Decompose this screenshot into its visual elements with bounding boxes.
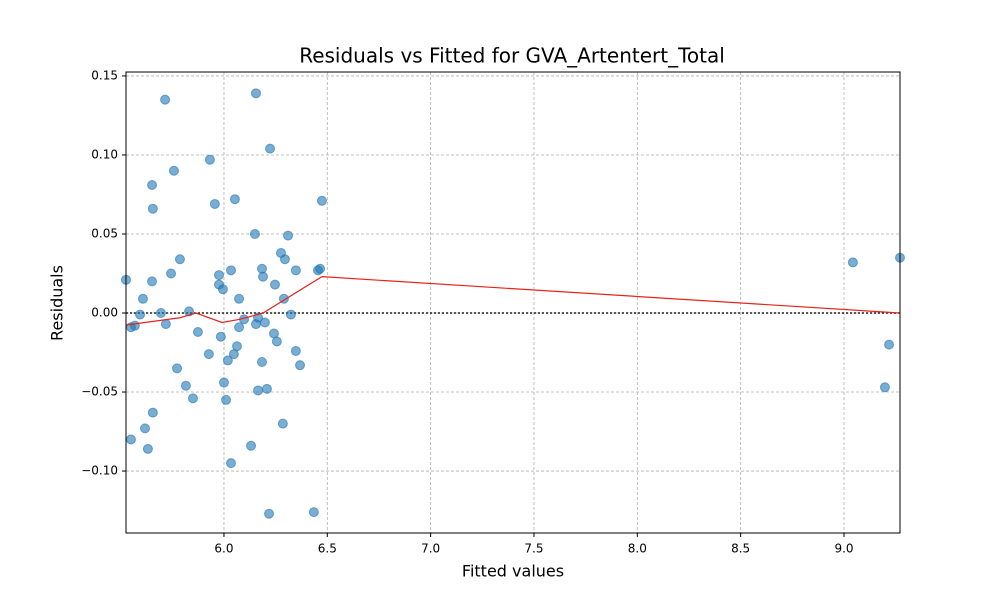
data-point — [270, 279, 281, 290]
chart-title: Residuals vs Fitted for GVA_Artentert_To… — [299, 44, 725, 68]
data-point — [187, 393, 198, 404]
y-tick-label: −0.05 — [81, 385, 118, 399]
y-tick-label: 0.05 — [91, 226, 118, 240]
data-point — [879, 382, 890, 393]
data-point — [308, 507, 319, 518]
data-point — [847, 257, 858, 268]
data-point — [249, 228, 260, 239]
data-point — [137, 293, 148, 304]
data-point — [166, 268, 177, 279]
data-point — [214, 270, 225, 281]
x-tick-label: 6.5 — [318, 542, 337, 556]
trend-line — [125, 276, 901, 326]
data-point — [203, 349, 214, 360]
x-tick-label: 8.0 — [628, 542, 647, 556]
y-tick-label: 0.15 — [91, 68, 118, 82]
data-point — [229, 194, 240, 205]
data-point — [231, 341, 242, 352]
data-point — [147, 179, 158, 190]
y-tick-label: 0.00 — [91, 306, 118, 320]
data-point — [221, 394, 232, 405]
data-point — [253, 385, 264, 396]
data-point — [225, 265, 236, 276]
x-tick-label: 9.0 — [834, 542, 853, 556]
data-point — [135, 309, 146, 320]
data-point — [222, 355, 233, 366]
data-point — [147, 203, 158, 214]
data-point — [295, 360, 306, 371]
data-point — [277, 418, 288, 429]
data-point — [147, 407, 158, 418]
data-point — [174, 254, 185, 265]
data-point — [217, 284, 228, 295]
data-point — [160, 94, 171, 105]
data-point — [147, 276, 158, 287]
data-point — [290, 265, 301, 276]
data-point — [261, 383, 272, 394]
data-point — [256, 357, 267, 368]
data-point — [184, 306, 195, 317]
data-point — [250, 88, 261, 99]
data-point — [259, 317, 270, 328]
data-point — [258, 271, 269, 282]
y-tick-label: 0.10 — [91, 147, 118, 161]
plot-frame — [125, 71, 901, 534]
data-point — [140, 423, 151, 434]
data-point — [125, 434, 136, 445]
data-point — [316, 195, 327, 206]
data-point — [315, 263, 326, 274]
data-point — [246, 440, 257, 451]
y-axis-label: Residuals — [48, 265, 67, 341]
data-point — [155, 308, 166, 319]
data-point — [204, 154, 215, 165]
data-point — [290, 345, 301, 356]
data-point — [192, 326, 203, 337]
x-tick-label: 7.0 — [421, 542, 440, 556]
data-point — [271, 336, 282, 347]
data-point — [234, 322, 245, 333]
data-point — [225, 458, 236, 469]
data-point — [160, 319, 171, 330]
data-point — [168, 165, 179, 176]
data-point — [279, 254, 290, 265]
x-tick-label: 7.5 — [524, 542, 543, 556]
data-point — [283, 230, 294, 241]
x-tick-label: 8.5 — [731, 542, 750, 556]
y-tick-label: −0.10 — [81, 464, 118, 478]
x-tick-label: 6.0 — [214, 542, 233, 556]
data-point — [218, 377, 229, 388]
data-point — [234, 293, 245, 304]
data-point — [129, 320, 140, 331]
data-point — [264, 508, 275, 519]
x-axis-label: Fitted values — [462, 562, 564, 581]
data-point — [285, 309, 296, 320]
data-point — [180, 380, 191, 391]
data-point — [142, 443, 153, 454]
data-point — [172, 363, 183, 374]
data-point — [265, 143, 276, 154]
data-point — [884, 339, 895, 350]
data-point — [209, 198, 220, 209]
data-point — [215, 331, 226, 342]
